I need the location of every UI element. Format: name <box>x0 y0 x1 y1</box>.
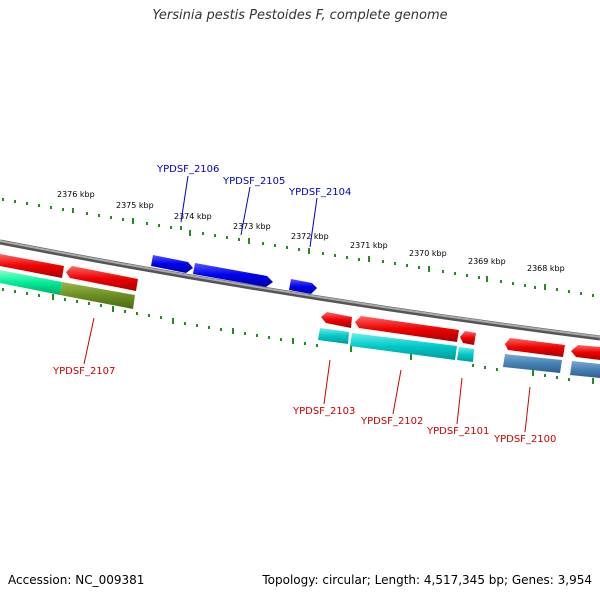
accession-text: Accession: NC_009381 <box>8 573 145 587</box>
gene-arrow-red-left2[interactable] <box>66 266 138 291</box>
gene-arrow-red-2102[interactable] <box>355 316 459 342</box>
gene-block-cyan-2102[interactable] <box>350 333 457 360</box>
gene-arrow-ypdsf-2105[interactable] <box>193 263 273 287</box>
map-title: Yersinia pestis Pestoides F, complete ge… <box>152 8 448 23</box>
gene-arrow-red-left1[interactable] <box>0 254 64 278</box>
gene-label[interactable]: YPDSF_2104 <box>288 187 351 198</box>
scale-label: 2376 kbp <box>57 190 95 199</box>
upper-scale-ruler <box>2 198 594 297</box>
gene-label[interactable]: YPDSF_2100 <box>493 434 556 445</box>
gene-label[interactable]: YPDSF_2102 <box>360 416 423 427</box>
topology-text: Topology: circular; Length: 4,517,345 bp… <box>262 573 592 587</box>
gene-label[interactable]: YPDSF_2107 <box>52 366 115 377</box>
scale-label: 2370 kbp <box>409 249 447 258</box>
forward-label-leaders <box>180 175 318 248</box>
gene-label[interactable]: YPDSF_2106 <box>156 164 219 175</box>
gene-arrow-red-2103[interactable] <box>321 312 352 328</box>
lower-scale-ruler <box>2 288 594 384</box>
scale-label: 2368 kbp <box>527 264 565 273</box>
scale-label: 2371 kbp <box>350 241 388 250</box>
gene-block-green-left[interactable] <box>0 270 62 295</box>
gene-arrow-red-2101[interactable] <box>460 331 476 345</box>
gene-block-steel-right[interactable] <box>570 361 600 378</box>
gene-label[interactable]: YPDSF_2105 <box>222 176 285 187</box>
gene-arrow-ypdsf-2104[interactable] <box>289 279 317 294</box>
gene-block-steel-2100[interactable] <box>503 354 562 373</box>
gene-arrow-red-right[interactable] <box>571 345 600 360</box>
scale-label: 2375 kbp <box>116 201 154 210</box>
gene-label[interactable]: YPDSF_2103 <box>292 406 355 417</box>
scale-label: 2373 kbp <box>233 222 271 231</box>
gene-label[interactable]: YPDSF_2101 <box>426 426 489 437</box>
gene-arrow-red-2100[interactable] <box>505 338 565 357</box>
reverse-label-leaders <box>83 317 531 433</box>
gene-arrow-ypdsf-2106[interactable] <box>151 255 193 273</box>
scale-label: 2369 kbp <box>468 257 506 266</box>
gene-block-cyan-2103[interactable] <box>318 328 349 344</box>
gene-block-cyan-2101[interactable] <box>457 347 474 362</box>
scale-label: 2372 kbp <box>291 232 329 241</box>
scale-label: 2374 kbp <box>174 212 212 221</box>
gene-block-olive-2107[interactable] <box>60 282 135 309</box>
